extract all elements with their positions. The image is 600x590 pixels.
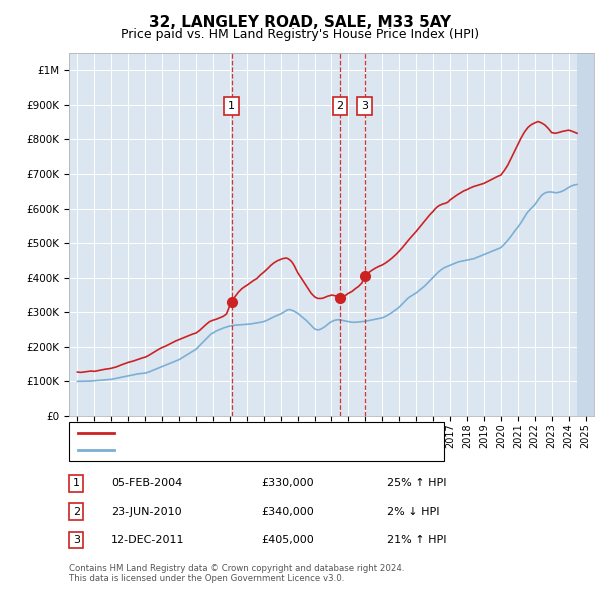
Text: Price paid vs. HM Land Registry's House Price Index (HPI): Price paid vs. HM Land Registry's House … <box>121 28 479 41</box>
Text: 23-JUN-2010: 23-JUN-2010 <box>111 507 182 516</box>
Text: 21% ↑ HPI: 21% ↑ HPI <box>387 535 446 545</box>
Text: 3: 3 <box>361 101 368 111</box>
Text: £340,000: £340,000 <box>261 507 314 516</box>
Text: £330,000: £330,000 <box>261 478 314 488</box>
Text: £405,000: £405,000 <box>261 535 314 545</box>
Text: 1: 1 <box>228 101 235 111</box>
Text: 32, LANGLEY ROAD, SALE, M33 5AY (detached house): 32, LANGLEY ROAD, SALE, M33 5AY (detache… <box>120 428 400 438</box>
Text: Contains HM Land Registry data © Crown copyright and database right 2024.
This d: Contains HM Land Registry data © Crown c… <box>69 563 404 583</box>
Text: 2% ↓ HPI: 2% ↓ HPI <box>387 507 439 516</box>
Text: 12-DEC-2011: 12-DEC-2011 <box>111 535 185 545</box>
Text: 2: 2 <box>73 507 80 516</box>
Bar <box>577 53 594 416</box>
Text: HPI: Average price, detached house, Trafford: HPI: Average price, detached house, Traf… <box>120 445 353 455</box>
Text: 32, LANGLEY ROAD, SALE, M33 5AY: 32, LANGLEY ROAD, SALE, M33 5AY <box>149 15 451 30</box>
Text: 05-FEB-2004: 05-FEB-2004 <box>111 478 182 488</box>
Text: 2: 2 <box>337 101 344 111</box>
Text: 3: 3 <box>73 535 80 545</box>
Text: 1: 1 <box>73 478 80 488</box>
Text: 25% ↑ HPI: 25% ↑ HPI <box>387 478 446 488</box>
